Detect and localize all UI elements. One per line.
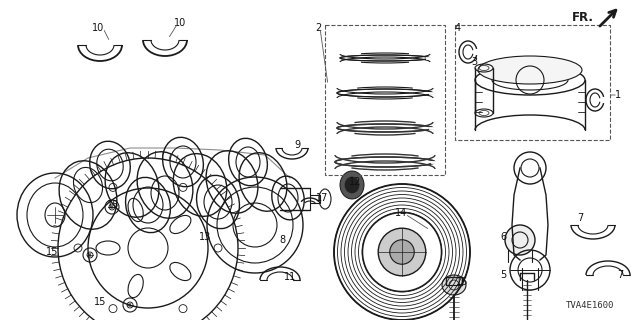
Circle shape (505, 225, 535, 255)
Text: 12: 12 (349, 177, 361, 187)
Text: 3: 3 (471, 57, 477, 67)
Ellipse shape (478, 56, 582, 84)
Text: 15: 15 (46, 247, 58, 257)
Text: 10: 10 (92, 23, 104, 33)
Ellipse shape (345, 177, 359, 193)
Text: 15: 15 (107, 200, 119, 210)
Ellipse shape (340, 171, 364, 199)
Text: 7: 7 (617, 270, 623, 280)
Text: 15: 15 (94, 297, 106, 307)
Ellipse shape (442, 275, 466, 295)
Text: 1: 1 (615, 90, 621, 100)
Text: 9: 9 (294, 140, 300, 150)
Text: 4: 4 (455, 23, 461, 33)
Text: 11: 11 (284, 272, 296, 282)
Text: 17: 17 (316, 193, 328, 203)
Bar (455, 25, 610, 140)
Bar (325, 25, 445, 175)
Circle shape (390, 240, 414, 264)
Text: FR.: FR. (572, 11, 594, 24)
Text: TVA4E1600: TVA4E1600 (566, 301, 614, 310)
Text: 13: 13 (199, 232, 211, 242)
Text: 14: 14 (395, 208, 407, 218)
Circle shape (378, 228, 426, 276)
Text: 2: 2 (315, 23, 321, 33)
Text: 16: 16 (456, 277, 468, 287)
Text: 7: 7 (577, 213, 583, 223)
Text: 10: 10 (174, 18, 186, 28)
Text: 6: 6 (500, 232, 506, 242)
Text: 5: 5 (500, 270, 506, 280)
Text: 8: 8 (279, 235, 285, 245)
